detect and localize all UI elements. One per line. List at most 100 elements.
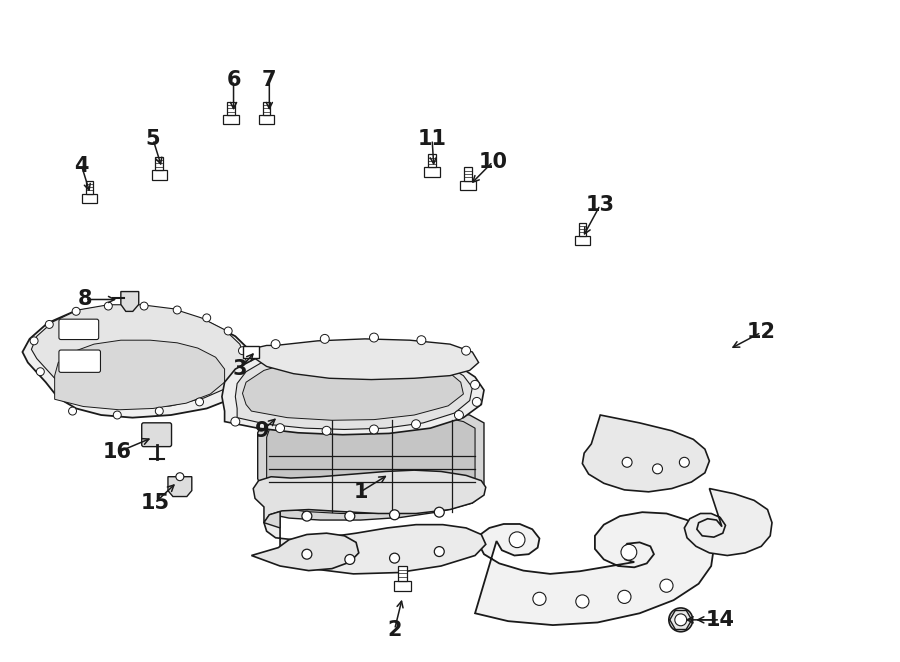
Circle shape (411, 420, 420, 429)
Polygon shape (259, 115, 274, 124)
Polygon shape (257, 406, 484, 520)
Circle shape (576, 595, 589, 608)
Polygon shape (253, 470, 486, 523)
Circle shape (140, 302, 148, 310)
Polygon shape (264, 512, 486, 574)
Polygon shape (222, 346, 484, 435)
Circle shape (509, 532, 525, 547)
Polygon shape (244, 346, 259, 358)
Text: 16: 16 (103, 442, 131, 463)
Circle shape (462, 346, 471, 355)
Circle shape (370, 333, 378, 342)
FancyBboxPatch shape (141, 423, 172, 447)
Text: 13: 13 (586, 195, 615, 215)
Polygon shape (425, 167, 440, 177)
Polygon shape (464, 167, 472, 181)
Circle shape (202, 314, 211, 322)
Polygon shape (574, 236, 590, 245)
Circle shape (195, 398, 203, 406)
Polygon shape (460, 181, 475, 190)
Polygon shape (55, 340, 225, 410)
Text: 8: 8 (77, 289, 93, 310)
Circle shape (302, 549, 312, 559)
Polygon shape (235, 350, 472, 430)
Polygon shape (82, 194, 97, 203)
Circle shape (621, 544, 637, 560)
Polygon shape (579, 222, 586, 236)
Circle shape (435, 547, 445, 557)
Circle shape (533, 592, 546, 605)
Polygon shape (22, 306, 257, 418)
Polygon shape (223, 115, 238, 124)
Circle shape (176, 473, 184, 481)
Circle shape (231, 417, 239, 426)
Text: 4: 4 (74, 156, 89, 175)
Circle shape (669, 608, 693, 632)
Polygon shape (242, 356, 464, 420)
FancyBboxPatch shape (58, 350, 101, 372)
Circle shape (652, 464, 662, 474)
Circle shape (104, 302, 112, 310)
Circle shape (417, 336, 426, 345)
Circle shape (454, 410, 464, 420)
Polygon shape (86, 181, 94, 194)
Polygon shape (251, 533, 359, 571)
Circle shape (617, 591, 631, 604)
Circle shape (275, 424, 284, 432)
Circle shape (224, 386, 232, 394)
Polygon shape (121, 291, 139, 311)
Text: 2: 2 (387, 620, 401, 639)
Circle shape (675, 614, 687, 626)
Polygon shape (399, 567, 407, 581)
Text: 7: 7 (262, 70, 276, 90)
Text: 10: 10 (479, 152, 508, 171)
Circle shape (72, 307, 80, 315)
Polygon shape (151, 170, 167, 179)
Circle shape (345, 511, 355, 521)
Polygon shape (263, 102, 271, 115)
Circle shape (156, 407, 163, 415)
Text: 1: 1 (354, 482, 368, 502)
Circle shape (472, 397, 482, 406)
Circle shape (370, 425, 378, 434)
Circle shape (622, 457, 632, 467)
Text: 5: 5 (146, 129, 160, 150)
Circle shape (173, 306, 181, 314)
Circle shape (390, 510, 400, 520)
Circle shape (238, 347, 247, 355)
Polygon shape (475, 512, 714, 625)
Circle shape (322, 426, 331, 435)
Circle shape (68, 407, 76, 415)
Polygon shape (32, 305, 246, 408)
Circle shape (45, 320, 53, 328)
Text: 11: 11 (418, 129, 446, 150)
Circle shape (271, 340, 280, 349)
Circle shape (240, 367, 248, 375)
Circle shape (320, 334, 329, 344)
Circle shape (30, 337, 38, 345)
Polygon shape (582, 415, 709, 492)
Circle shape (471, 381, 480, 389)
Circle shape (390, 553, 400, 563)
FancyBboxPatch shape (58, 319, 99, 340)
Text: 14: 14 (706, 610, 734, 630)
Circle shape (435, 507, 445, 517)
Polygon shape (266, 413, 475, 514)
Circle shape (224, 327, 232, 335)
Polygon shape (684, 489, 772, 555)
Polygon shape (428, 154, 436, 167)
Polygon shape (156, 157, 163, 170)
Circle shape (660, 579, 673, 592)
Circle shape (680, 457, 689, 467)
Text: 12: 12 (747, 322, 776, 342)
Polygon shape (264, 512, 280, 528)
Polygon shape (394, 581, 411, 591)
Circle shape (36, 367, 44, 375)
Polygon shape (253, 339, 479, 379)
Text: 6: 6 (226, 70, 241, 90)
Polygon shape (227, 102, 235, 115)
Text: 9: 9 (255, 421, 269, 441)
Text: 3: 3 (232, 359, 248, 379)
Circle shape (113, 411, 122, 419)
Text: 15: 15 (140, 493, 169, 513)
